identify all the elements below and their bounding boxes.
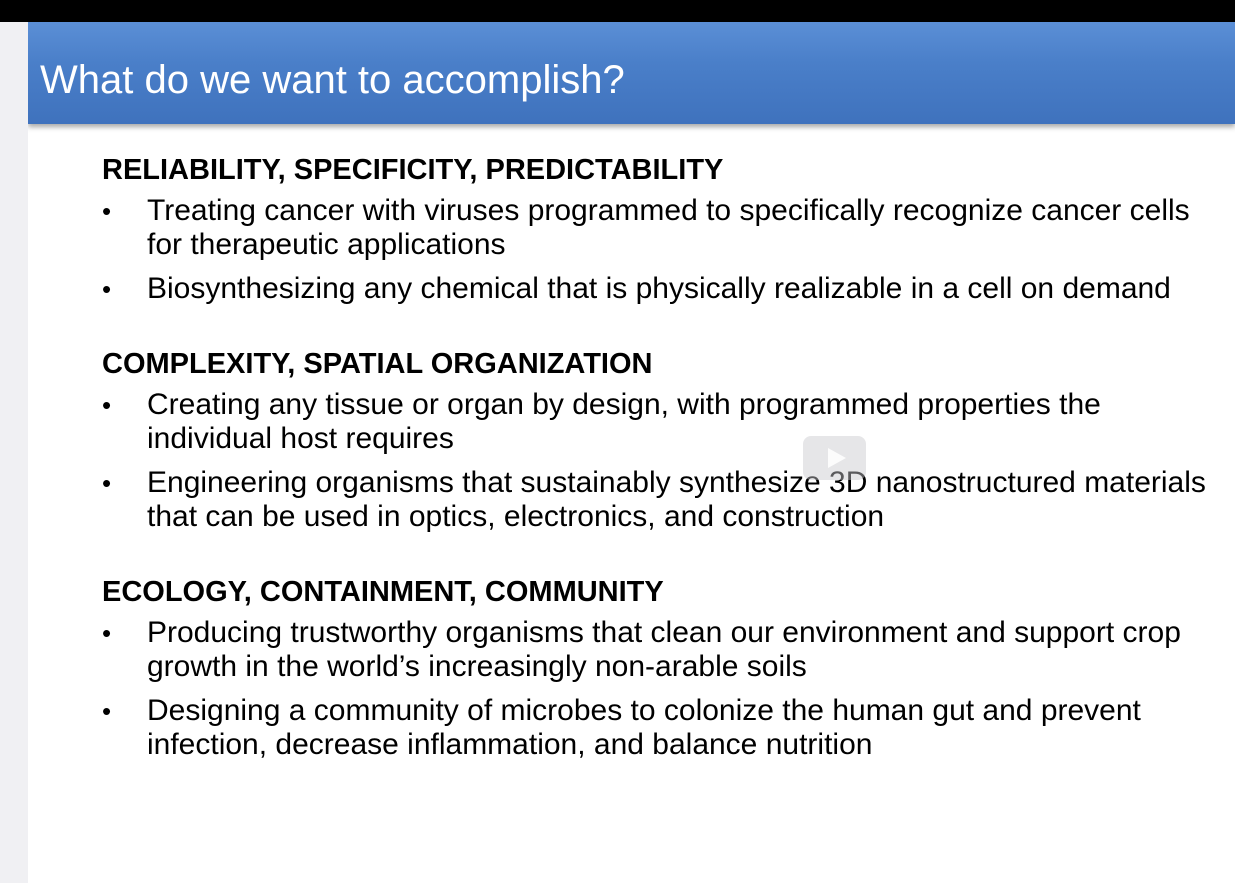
slide-content: RELIABILITY, SPECIFICITY, PREDICTABILITY… [102, 152, 1212, 772]
title-bar: What do we want to accomplish? [28, 22, 1235, 124]
bullet-icon: • [102, 468, 112, 498]
list-item: • Engineering organisms that sustainably… [102, 466, 1212, 534]
bullet-text: Creating any tissue or organ by design, … [147, 388, 1101, 455]
list-item: • Producing trustworthy organisms that c… [102, 616, 1212, 684]
section-heading: RELIABILITY, SPECIFICITY, PREDICTABILITY [102, 154, 724, 186]
section-complexity: COMPLEXITY, SPATIAL ORGANIZATION • Creat… [102, 346, 1212, 534]
bullet-list: • Treating cancer with viruses programme… [102, 194, 1212, 306]
list-item: • Designing a community of microbes to c… [102, 694, 1212, 762]
section-heading: ECOLOGY, CONTAINMENT, COMMUNITY [102, 576, 664, 608]
bullet-list: • Creating any tissue or organ by design… [102, 388, 1212, 534]
bullet-icon: • [102, 196, 112, 226]
top-black-bar [0, 0, 1235, 22]
list-item: • Creating any tissue or organ by design… [102, 388, 1212, 456]
bullet-text: Designing a community of microbes to col… [147, 694, 1141, 761]
list-item: • Treating cancer with viruses programme… [102, 194, 1212, 262]
bullet-icon: • [102, 696, 112, 726]
list-item: • Biosynthesizing any chemical that is p… [102, 272, 1212, 306]
play-icon [828, 448, 846, 468]
bullet-list: • Producing trustworthy organisms that c… [102, 616, 1212, 762]
bullet-text: Biosynthesizing any chemical that is phy… [147, 272, 1171, 305]
section-reliability: RELIABILITY, SPECIFICITY, PREDICTABILITY… [102, 152, 1212, 306]
section-ecology: ECOLOGY, CONTAINMENT, COMMUNITY • Produc… [102, 574, 1212, 762]
bullet-icon: • [102, 274, 112, 304]
slide-title: What do we want to accomplish? [40, 58, 625, 102]
play-button[interactable] [803, 436, 866, 480]
slide: What do we want to accomplish? RELIABILI… [28, 22, 1235, 883]
bullet-text: Engineering organisms that sustainably s… [147, 466, 1206, 533]
bullet-icon: • [102, 390, 112, 420]
left-gutter [0, 22, 28, 883]
bullet-text: Treating cancer with viruses programmed … [147, 194, 1190, 261]
section-heading: COMPLEXITY, SPATIAL ORGANIZATION [102, 348, 653, 380]
bullet-icon: • [102, 618, 112, 648]
bullet-text: Producing trustworthy organisms that cle… [147, 616, 1181, 683]
